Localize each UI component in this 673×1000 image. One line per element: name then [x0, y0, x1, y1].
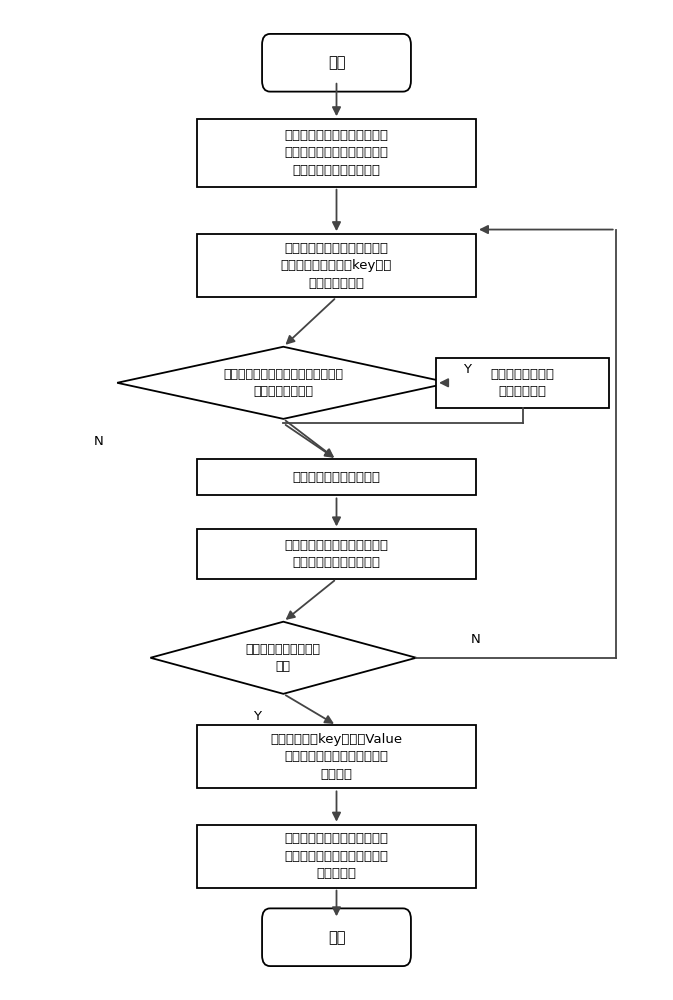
Text: 接收加锁回应报文，并在期待
列表中去掉报文发出节点: 接收加锁回应报文，并在期待 列表中去掉报文发出节点 [285, 539, 388, 569]
Bar [197, 825, 476, 888]
Bar [436, 358, 609, 408]
Text: 收到客户端请求，对系统中除
本机外的活跃节点发出加锁请
求，并形成回应等待队列: 收到客户端请求，对系统中除 本机外的活跃节点发出加锁请 求，并形成回应等待队列 [285, 129, 388, 177]
Text: 检查发向本地的请求锁队列中
逻辑时戳最小的请求，对其发
出加锁回应: 检查发向本地的请求锁队列中 逻辑时戳最小的请求，对其发 出加锁回应 [285, 832, 388, 880]
Text: 结束: 结束 [328, 930, 345, 945]
Text: 收到锁请求其逻辑时戳比本地等待中
的最小的时戳要小: 收到锁请求其逻辑时戳比本地等待中 的最小的时戳要小 [223, 368, 343, 398]
Text: 是否该锁的期待回应表
为空: 是否该锁的期待回应表 为空 [246, 643, 321, 673]
Bar [197, 529, 476, 579]
Bar [197, 459, 476, 495]
Text: Y: Y [463, 363, 471, 376]
Text: N: N [94, 435, 104, 448]
Bar [197, 725, 476, 788]
FancyBboxPatch shape [262, 908, 411, 966]
Bar [197, 119, 476, 187]
Text: Y: Y [253, 710, 260, 723]
Text: 使用最新的对key对应的Value
值对数据进行修改，并传递到
其他主机: 使用最新的对key对应的Value 值对数据进行修改，并传递到 其他主机 [271, 733, 402, 781]
Text: 对该请求暂时放入队列中: 对该请求暂时放入队列中 [293, 471, 380, 484]
Text: N: N [471, 633, 481, 646]
Text: 开始: 开始 [328, 55, 345, 70]
FancyBboxPatch shape [262, 34, 411, 92]
Text: 对该加锁请求发出
加锁回应报文: 对该加锁请求发出 加锁回应报文 [491, 368, 555, 398]
Text: 暂时没有获得锁，但又收到本
机任意客户端对同一key的请
求，覆盖原请求: 暂时没有获得锁，但又收到本 机任意客户端对同一key的请 求，覆盖原请求 [281, 242, 392, 290]
Polygon shape [117, 347, 450, 419]
Bar [197, 234, 476, 297]
Polygon shape [150, 622, 417, 694]
